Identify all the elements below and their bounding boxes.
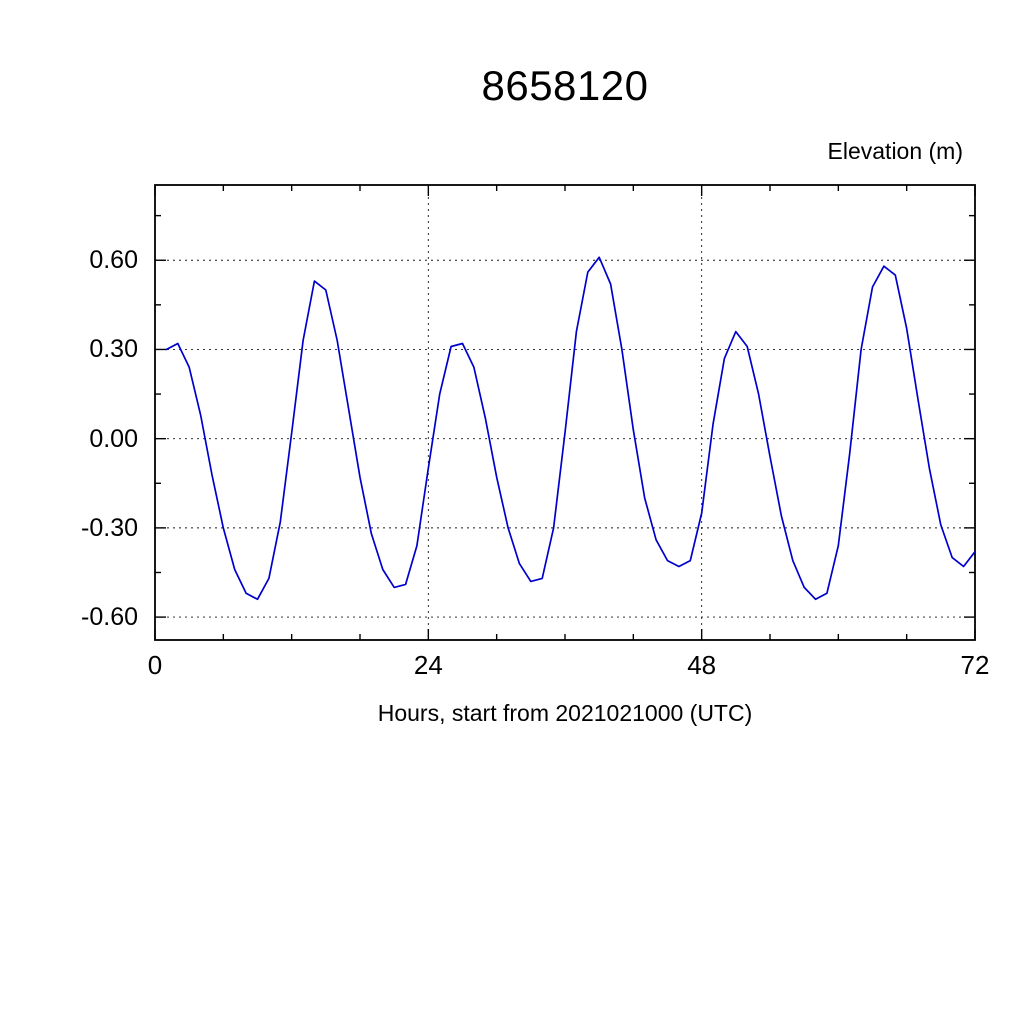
y-tick-label: 0.00 xyxy=(89,424,138,453)
x-tick-label: 24 xyxy=(413,650,443,680)
x-axis-title: Hours, start from 2021021000 (UTC) xyxy=(377,700,753,726)
y-tick-label: 0.60 xyxy=(89,246,138,275)
x-tick-label: 72 xyxy=(960,650,990,680)
plot-frame xyxy=(154,184,976,641)
y-axis-title: Elevation (m) xyxy=(827,138,963,164)
elevation-line xyxy=(165,256,976,601)
x-tick-label: 48 xyxy=(687,650,717,680)
x-tick-label: 0 xyxy=(147,650,163,680)
chart-title: 8658120 xyxy=(481,62,649,109)
y-tick-label: -0.60 xyxy=(81,603,138,632)
y-tick-label: -0.30 xyxy=(81,513,138,542)
y-tick-label: 0.30 xyxy=(89,335,138,364)
